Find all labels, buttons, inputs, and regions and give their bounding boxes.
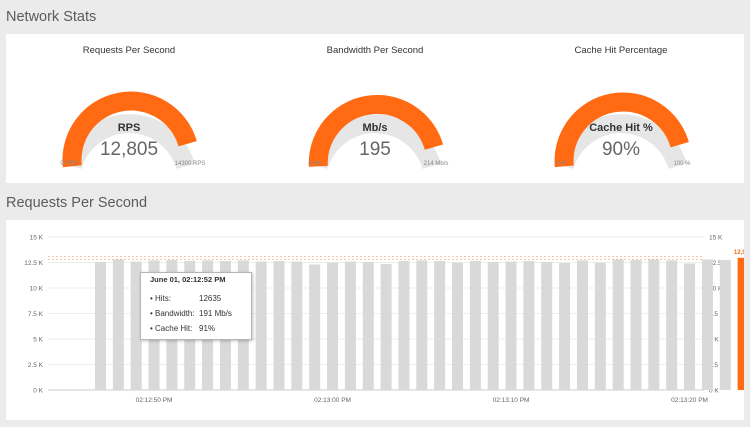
bar xyxy=(523,260,535,390)
y-tick-label-right: 7.5 K xyxy=(709,311,725,318)
bar xyxy=(95,261,106,390)
bar-data-label: 12,962 xyxy=(734,250,744,256)
y-tick-label-left: 2.5 K xyxy=(28,362,44,369)
gauge-fill xyxy=(308,94,444,167)
tooltip-title: June 01, 02:12:52 PM xyxy=(150,275,226,284)
chart-panel: 0 K 0 K 2.5 K 2.5 K 5 K 5 K 7.5 K 7.5 K 10 K 10 K… xyxy=(6,220,750,420)
y-tick-label-right: 10 K xyxy=(709,286,723,293)
bar xyxy=(327,262,339,390)
bar xyxy=(416,260,428,390)
y-tick-label-right: 0 K xyxy=(709,388,719,395)
bar xyxy=(666,260,678,390)
gauge-label: RPS xyxy=(118,122,141,134)
bar xyxy=(398,260,410,390)
gauge-requests-per-second: Requests Per Second RPS 12,805 0 RPS 143… xyxy=(6,34,252,183)
gauge-min-label: 0 % xyxy=(556,161,567,167)
gauge-max-label: 14300 RPS xyxy=(175,161,206,167)
bar-current xyxy=(737,257,749,390)
y-tick-label-right: 2.5 K xyxy=(709,362,725,369)
y-tick-label-left: 12.5 K xyxy=(24,260,43,267)
x-tick-label: 02:13:00 PM xyxy=(314,397,351,404)
y-tick-label-left: 10 K xyxy=(30,286,44,293)
y-tick-label-right: 5 K xyxy=(709,337,719,344)
gauge-graphic: Mb/s 195 0 b/s 214 Mb/s xyxy=(308,94,449,170)
tooltip-value: 12635 xyxy=(199,294,222,303)
bar xyxy=(648,259,660,390)
x-tick-label: 02:13:10 PM xyxy=(493,397,530,404)
gauge-title: Bandwidth Per Second xyxy=(326,45,424,56)
gauge-value: 12,805 xyxy=(100,139,158,160)
tooltip-value: 91% xyxy=(199,324,216,333)
tooltip-value: 191 Mb/s xyxy=(199,309,232,318)
bar xyxy=(130,261,142,390)
bar xyxy=(487,261,499,390)
gauge-fill xyxy=(62,91,197,168)
bar xyxy=(362,261,374,390)
bar xyxy=(291,261,303,390)
bar xyxy=(344,261,356,390)
gauge-fill xyxy=(554,92,689,168)
bar xyxy=(434,260,446,390)
tooltip-row-bandwidth: • Bandwidth: 191 Mb/s xyxy=(150,309,232,318)
bar xyxy=(505,261,517,390)
gauge-title: Requests Per Second xyxy=(82,45,176,56)
bar xyxy=(559,263,571,390)
bar xyxy=(452,262,463,390)
gauge-graphic: RPS 12,805 0 RPS 14300 RPS xyxy=(60,91,206,170)
y-tick-label-left: 15 K xyxy=(30,235,44,242)
y-tick-label-left: 0 K xyxy=(33,388,43,395)
gauge-label: Cache Hit % xyxy=(589,122,653,134)
bar xyxy=(255,261,267,390)
y-tick-label-left: 5 K xyxy=(33,337,43,344)
requests-bar-chart: 0 K 0 K 2.5 K 2.5 K 5 K 5 K 7.5 K 7.5 K 10 K 10 K… xyxy=(24,235,750,405)
gauge-title: Cache Hit Percentage xyxy=(574,45,668,56)
y-tick-label-right: 15 K xyxy=(709,235,723,242)
bar xyxy=(612,259,624,390)
x-tick-label: 02:12:50 PM xyxy=(136,397,173,404)
network-stats-title: Network Stats xyxy=(6,9,97,25)
bar xyxy=(380,264,392,390)
bar xyxy=(719,259,731,390)
bar xyxy=(541,261,553,390)
tooltip-row-cache-hit: • Cache Hit: 91% xyxy=(150,324,215,333)
bar xyxy=(630,259,642,390)
gauge-cache-hit-percentage: Cache Hit Percentage Cache Hit % 90% 0 %… xyxy=(498,34,744,183)
bar xyxy=(273,260,285,390)
bar xyxy=(112,259,124,390)
requests-chart-title: Requests Per Second xyxy=(6,195,148,211)
bar xyxy=(684,263,696,390)
bar xyxy=(576,260,588,390)
gauge-min-label: 0 RPS xyxy=(60,161,77,167)
gauge-label: Mb/s xyxy=(362,122,387,134)
tooltip-key: • Bandwidth: xyxy=(150,309,195,318)
gauges-panel: Requests Per Second RPS 12,805 0 RPS 143… xyxy=(6,34,744,183)
gauge-graphic: Cache Hit % 90% 0 % 100 % xyxy=(554,92,691,170)
x-tick-label: 02:13:20 PM xyxy=(671,397,708,404)
chart-tooltip: June 01, 02:12:52 PM • Hits: 12635 • Band… xyxy=(140,272,252,340)
gauge-max-label: 214 Mb/s xyxy=(424,161,449,167)
gauge-value: 90% xyxy=(602,139,640,160)
bar xyxy=(701,259,713,390)
bar xyxy=(309,264,321,390)
gauge-max-label: 100 % xyxy=(673,161,691,167)
bar xyxy=(469,260,481,390)
y-tick-label-right: 12.5 K xyxy=(709,260,728,267)
tooltip-row-hits: • Hits: 12635 xyxy=(150,294,221,303)
gauge-min-label: 0 b/s xyxy=(308,161,321,167)
bar xyxy=(594,262,606,390)
gauge-bandwidth-per-second: Bandwidth Per Second Mb/s 195 0 b/s 214 … xyxy=(252,34,498,183)
tooltip-key: • Cache Hit: xyxy=(150,324,193,333)
y-tick-label-left: 7.5 K xyxy=(28,311,44,318)
tooltip-key: • Hits: xyxy=(150,294,172,303)
gauge-value: 195 xyxy=(359,139,391,160)
